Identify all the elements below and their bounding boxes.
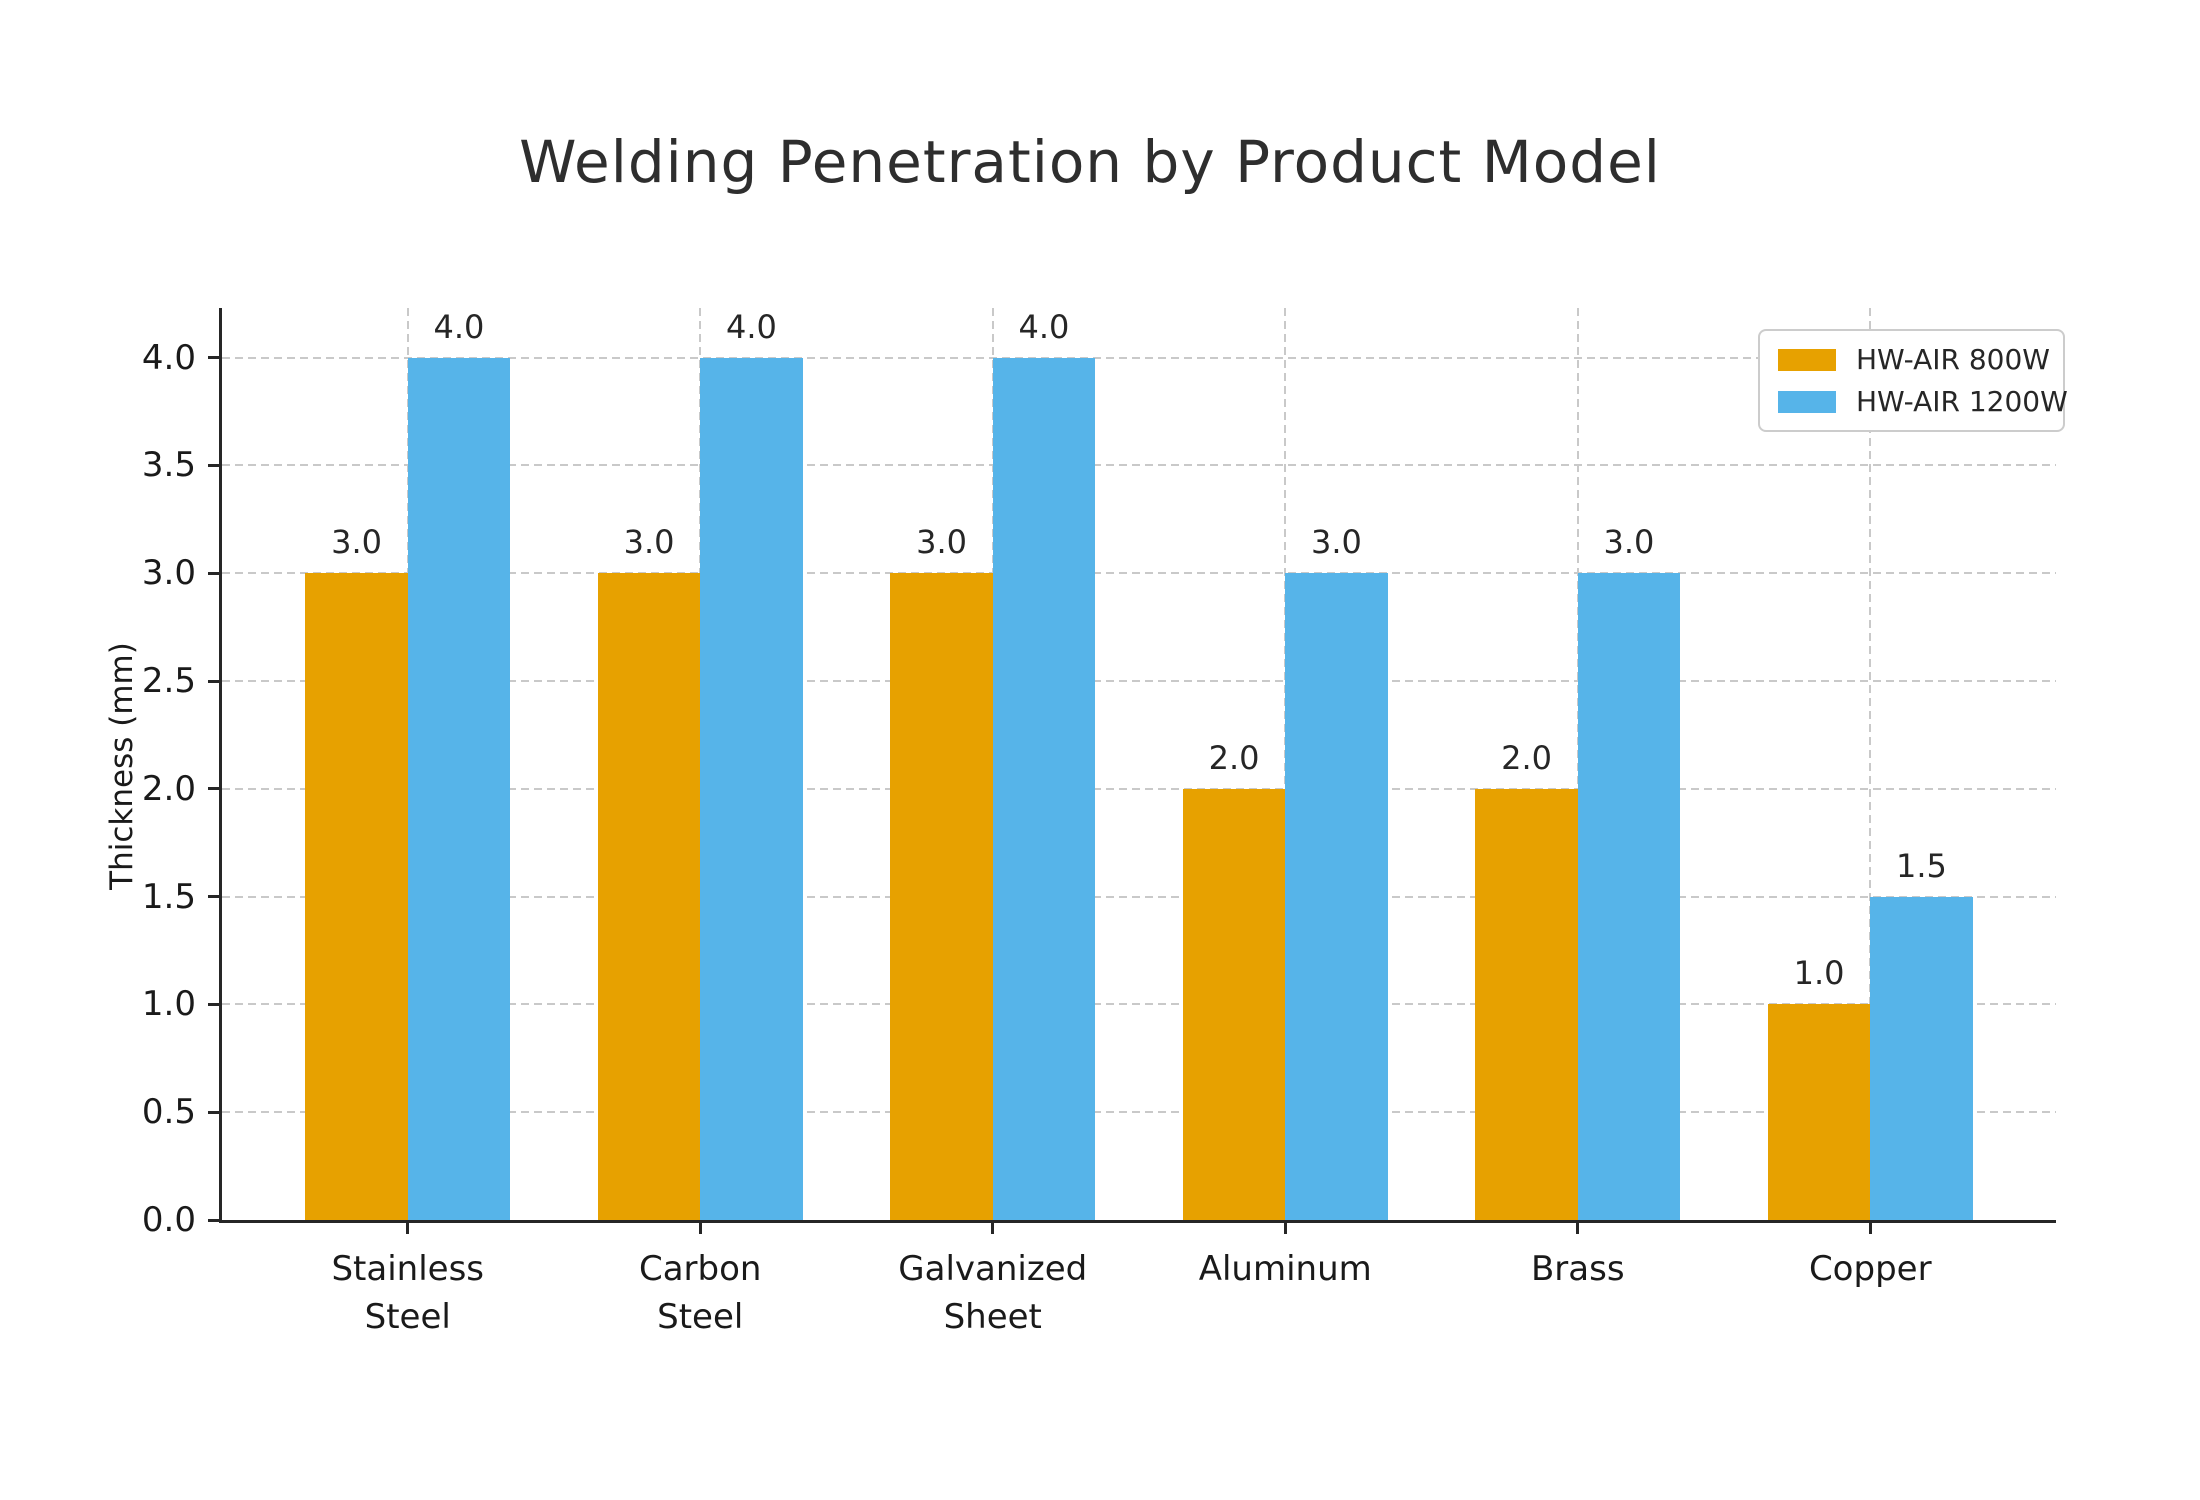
bar <box>890 573 993 1220</box>
bar-value-label: 3.0 <box>331 523 382 562</box>
legend: HW-AIR 800W HW-AIR 1200W <box>1758 329 2068 432</box>
bar-value-label: 3.0 <box>623 523 675 562</box>
x-axis-spine <box>219 1220 2056 1223</box>
bar <box>1577 573 1681 1220</box>
x-tick-label: Aluminum <box>1198 1249 1372 1289</box>
y-gridline <box>222 572 2056 575</box>
y-tick-label: 3.0 <box>141 553 196 594</box>
y-tick-mark <box>208 571 219 575</box>
bar-value-label: 2.0 <box>1208 738 1260 777</box>
legend-swatch <box>1778 390 1836 413</box>
y-tick-mark <box>208 463 219 467</box>
bar <box>597 573 701 1220</box>
y-axis-label: Thickness (mm) <box>104 642 140 890</box>
y-gridline <box>222 787 2056 790</box>
bar-value-label: 4.0 <box>725 307 777 346</box>
x-tick-label: Brass <box>1530 1249 1625 1289</box>
bar-value-label: 3.0 <box>1310 523 1362 562</box>
x-gridline <box>1869 308 1872 1220</box>
bar <box>1182 788 1286 1220</box>
y-gridline <box>222 1003 2056 1006</box>
y-tick-mark <box>208 356 219 360</box>
y-tick-label: 4.0 <box>141 337 196 378</box>
bar-value-label: 1.5 <box>1895 846 1947 885</box>
bar-value-label: 4.0 <box>1018 307 1070 346</box>
plot-area: 0.0 0.5 1.0 1.5 2.0 2.5 3.0 3.5 4.0 Stainless Ste… <box>142 307 2056 1337</box>
bar-value-label: 3.0 <box>1603 523 1655 562</box>
legend-label: HW-AIR 1200W <box>1856 385 2068 418</box>
x-tick-label: Copper <box>1808 1249 1932 1289</box>
bar-value-label: 4.0 <box>433 307 485 346</box>
y-tick-label: 0.5 <box>141 1092 196 1133</box>
y-tick-label: 3.5 <box>141 445 196 486</box>
bar <box>1285 573 1388 1220</box>
y-gridline <box>222 1111 2056 1114</box>
y-tick-label: 1.5 <box>141 876 196 917</box>
x-tick-label: Stainless Steel <box>331 1249 485 1337</box>
x-tick-mark <box>1576 1223 1580 1234</box>
bar-value-label: 1.0 <box>1793 954 1845 993</box>
y-tick-mark <box>208 1002 219 1006</box>
y-gridline <box>222 895 2056 898</box>
bar <box>992 357 1096 1220</box>
legend-item: HW-AIR 800W <box>1778 343 2050 376</box>
x-tick-mark <box>991 1223 995 1234</box>
y-tick-mark <box>208 787 219 791</box>
y-gridline <box>222 680 2056 682</box>
y-gridline <box>222 356 2056 359</box>
bar <box>407 357 511 1220</box>
bar <box>1767 1004 1871 1220</box>
bar <box>305 573 408 1220</box>
y-tick-mark <box>208 1110 219 1114</box>
y-gridline <box>222 464 2056 467</box>
y-tick-label: 0.0 <box>141 1200 196 1240</box>
x-tick-mark <box>406 1223 410 1234</box>
y-tick-label: 2.5 <box>141 660 196 701</box>
x-tick-mark <box>1283 1223 1287 1234</box>
legend-swatch <box>1778 348 1836 371</box>
chart-title: Welding Penetration by Product Model <box>519 128 1661 196</box>
y-tick-label: 1.0 <box>141 984 196 1025</box>
y-tick-mark <box>208 1218 219 1222</box>
bar <box>1870 896 1973 1220</box>
legend-item: HW-AIR 1200W <box>1778 385 2068 418</box>
bar-value-label: 3.0 <box>916 523 967 562</box>
legend-label: HW-AIR 800W <box>1856 343 2050 376</box>
y-axis-spine <box>219 308 222 1223</box>
bar-value-label: 2.0 <box>1501 738 1553 777</box>
bar <box>700 357 803 1220</box>
x-tick-mark <box>698 1223 702 1234</box>
x-tick-label: Carbon Steel <box>638 1249 762 1337</box>
x-tick-mark <box>1868 1223 1872 1234</box>
y-tick-mark <box>208 679 219 683</box>
y-tick-label: 2.0 <box>141 768 196 809</box>
bar <box>1475 788 1578 1220</box>
x-tick-label: Galvanized Sheet <box>898 1249 1088 1337</box>
y-tick-mark <box>208 895 219 899</box>
